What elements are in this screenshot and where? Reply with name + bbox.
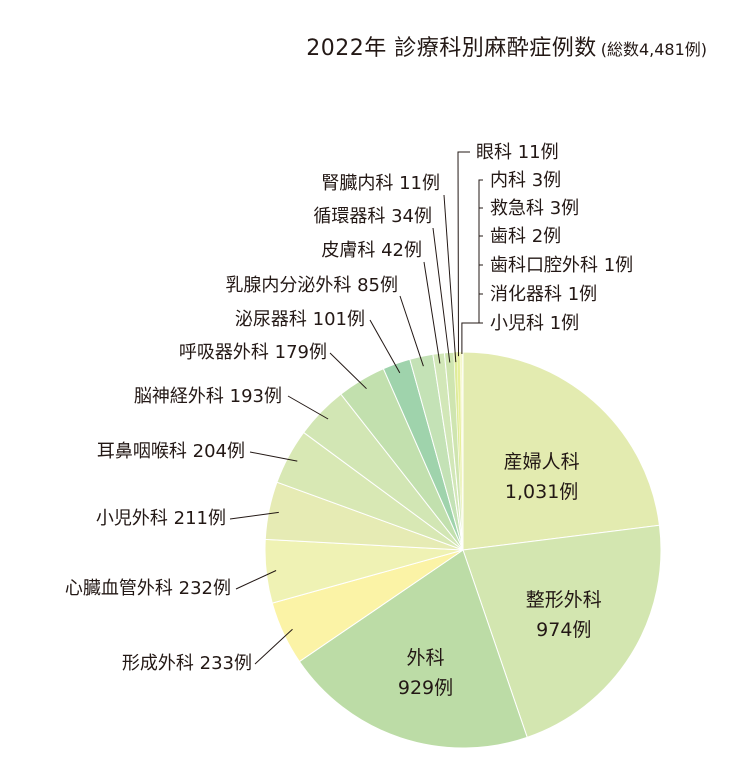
leader-bracket [461, 179, 483, 354]
callout-label: 脳神経外科 193例 [134, 386, 282, 407]
slice-label: 産婦人科 [504, 451, 580, 473]
callout-label: 小児科 1例 [490, 313, 579, 334]
callout-label: 形成外科 233例 [122, 653, 252, 674]
slice-label: 外科 [406, 647, 444, 669]
callout-label: 救急科 3例 [490, 198, 579, 219]
leader-line [235, 570, 277, 590]
callout-label: 呼吸器外科 179例 [179, 342, 327, 363]
leader-line [254, 628, 293, 665]
callout-label: 腎臓内科 11例 [321, 173, 440, 194]
chart-title-block: 2022年 診療科別麻酔症例数 (総数4,481例) [306, 30, 707, 62]
callout-label: 眼科 11例 [476, 142, 559, 163]
slice-label: 929例 [398, 677, 453, 699]
pie-slice [298, 549, 528, 749]
callout-label: 歯科 2例 [490, 226, 561, 247]
leader-line [432, 227, 451, 363]
pie-slice [462, 351, 661, 551]
chart-title: 2022年 診療科別麻酔症例数 [306, 36, 597, 61]
leader-line [369, 319, 401, 374]
slice-label: 1,031例 [505, 481, 578, 503]
callout-label: 耳鼻咽喉科 204例 [97, 441, 245, 462]
callout-label: 歯科口腔外科 1例 [490, 255, 633, 276]
pie-slice [462, 524, 662, 738]
slice-label: 974例 [536, 619, 591, 641]
leader-line [457, 151, 470, 357]
leader-line [423, 261, 441, 364]
callout-label: 小児外科 211例 [96, 508, 226, 529]
slice-label: 整形外科 [526, 589, 602, 611]
leader-line [399, 295, 424, 367]
callout-label: 皮膚科 42例 [321, 240, 422, 261]
leader-line [229, 511, 279, 520]
callout-label: 乳腺内分泌外科 85例 [225, 275, 398, 296]
chart-subtitle: (総数4,481例) [600, 40, 707, 59]
leader-line [329, 352, 367, 390]
leader-line [443, 194, 457, 363]
callout-label: 泌尿器科 101例 [235, 309, 365, 330]
callout-label: 内科 3例 [490, 170, 561, 191]
callout-label: 循環器科 34例 [313, 206, 432, 227]
leader-line [249, 451, 298, 462]
leader-line [287, 395, 329, 420]
callout-label: 消化器科 1例 [490, 284, 597, 305]
callout-label: 心臓血管外科 232例 [65, 578, 231, 599]
